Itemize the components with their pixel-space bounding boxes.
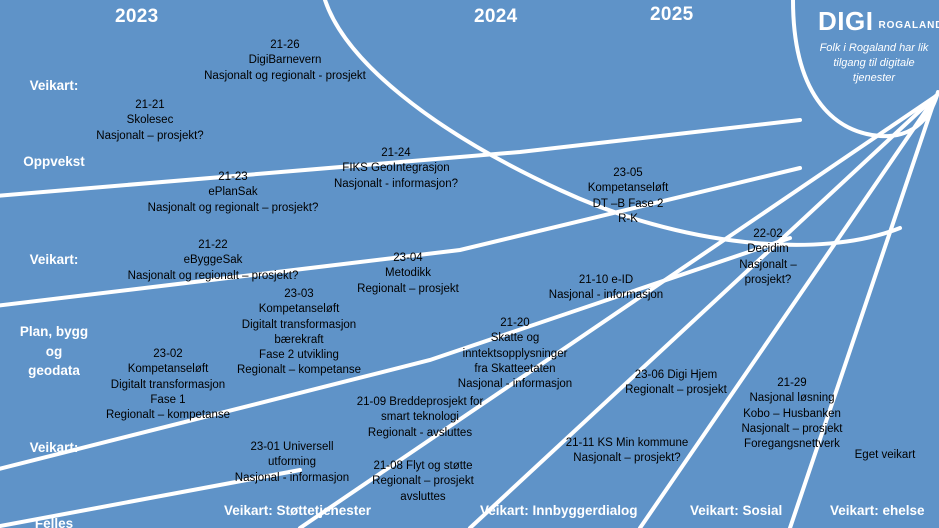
brand-name: DIGI: [818, 6, 874, 36]
lane-felles: Veikart: Felles: [6, 418, 102, 528]
project-22-02[interactable]: 22-02 Decidim Nasjonalt – prosjekt?: [739, 228, 797, 286]
lane-plan-title: Veikart:: [29, 251, 79, 267]
bottom-label-sosial: Veikart: Sosial: [690, 503, 783, 518]
brand-region: ROGALAND: [878, 20, 939, 31]
project-23-01[interactable]: 23-01 Universell utforming Nasjonal - in…: [234, 441, 350, 484]
project-eget-veikart[interactable]: Eget veikart: [854, 449, 916, 461]
project-23-05[interactable]: 23-05 Kompetanseløft DT –B Fase 2 R-K: [587, 167, 669, 225]
project-21-20[interactable]: 21-20 Skatte og inntektsopplysninger fra…: [457, 317, 573, 391]
brand-logo: DIGI ROGALAND Folk i Rogaland har lik ti…: [818, 6, 939, 86]
lane-oppvekst-title: Veikart:: [29, 77, 79, 93]
brand-tagline: Folk i Rogaland har lik tilgang til digi…: [819, 42, 929, 84]
project-21-23[interactable]: 21-23 ePlanSak Nasjonalt og regionalt – …: [147, 171, 319, 214]
project-21-09[interactable]: 21-09 Breddeprosjekt for smart teknologi…: [356, 396, 484, 439]
year-2025: 2025: [650, 4, 694, 25]
project-21-11[interactable]: 21-11 KS Min kommune Nasjonalt – prosjek…: [565, 437, 689, 465]
project-21-24[interactable]: 21-24 FIKS GeoIntegrasjon Nasjonalt - in…: [333, 147, 458, 190]
bottom-label-stottetjenester: Veikart: Støttetjenester: [224, 503, 372, 518]
lane-plan-name: Plan, bygg og geodata: [19, 324, 89, 379]
project-23-03[interactable]: 23-03 Kompetanseløft Digitalt transforma…: [236, 288, 362, 377]
lane-felles-title: Veikart:: [29, 439, 79, 455]
project-21-10[interactable]: 21-10 e-ID Nasjonal - informasjon: [548, 274, 664, 302]
project-23-06[interactable]: 23-06 Digi Hjem Regionalt – prosjekt: [625, 369, 727, 397]
project-23-04[interactable]: 23-04 Metodikk Regionalt – prosjekt: [357, 252, 459, 295]
lane-oppvekst-name: Oppvekst: [23, 154, 85, 170]
project-21-22[interactable]: 21-22 eByggeSak Nasjonalt og regionalt –…: [127, 239, 299, 282]
bottom-label-ehelse: Veikart: ehelse: [830, 503, 925, 518]
project-21-26[interactable]: 21-26 DigiBarnevern Nasjonalt og regiona…: [204, 39, 366, 82]
lane-plan-bygg-geodata: Veikart: Plan, bygg og geodata: [6, 230, 102, 401]
project-21-21[interactable]: 21-21 Skolesec Nasjonalt – prosjekt?: [96, 99, 204, 142]
lane-felles-name: Felles: [34, 516, 74, 528]
project-21-08[interactable]: 21-08 Flyt og støtte Regionalt – prosjek…: [372, 460, 474, 503]
year-2023: 2023: [115, 6, 159, 27]
brand-logo-row: DIGI ROGALAND: [818, 6, 939, 36]
bottom-label-innbyggerdialog: Veikart: Innbyggerdialog: [480, 503, 638, 518]
project-21-29[interactable]: 21-29 Nasjonal løsning Kobo – Husbanken …: [741, 377, 843, 451]
year-2024: 2024: [474, 6, 518, 27]
project-23-02[interactable]: 23-02 Kompetanseløft Digitalt transforma…: [105, 348, 231, 422]
lane-oppvekst: Veikart: Oppvekst: [6, 56, 102, 191]
